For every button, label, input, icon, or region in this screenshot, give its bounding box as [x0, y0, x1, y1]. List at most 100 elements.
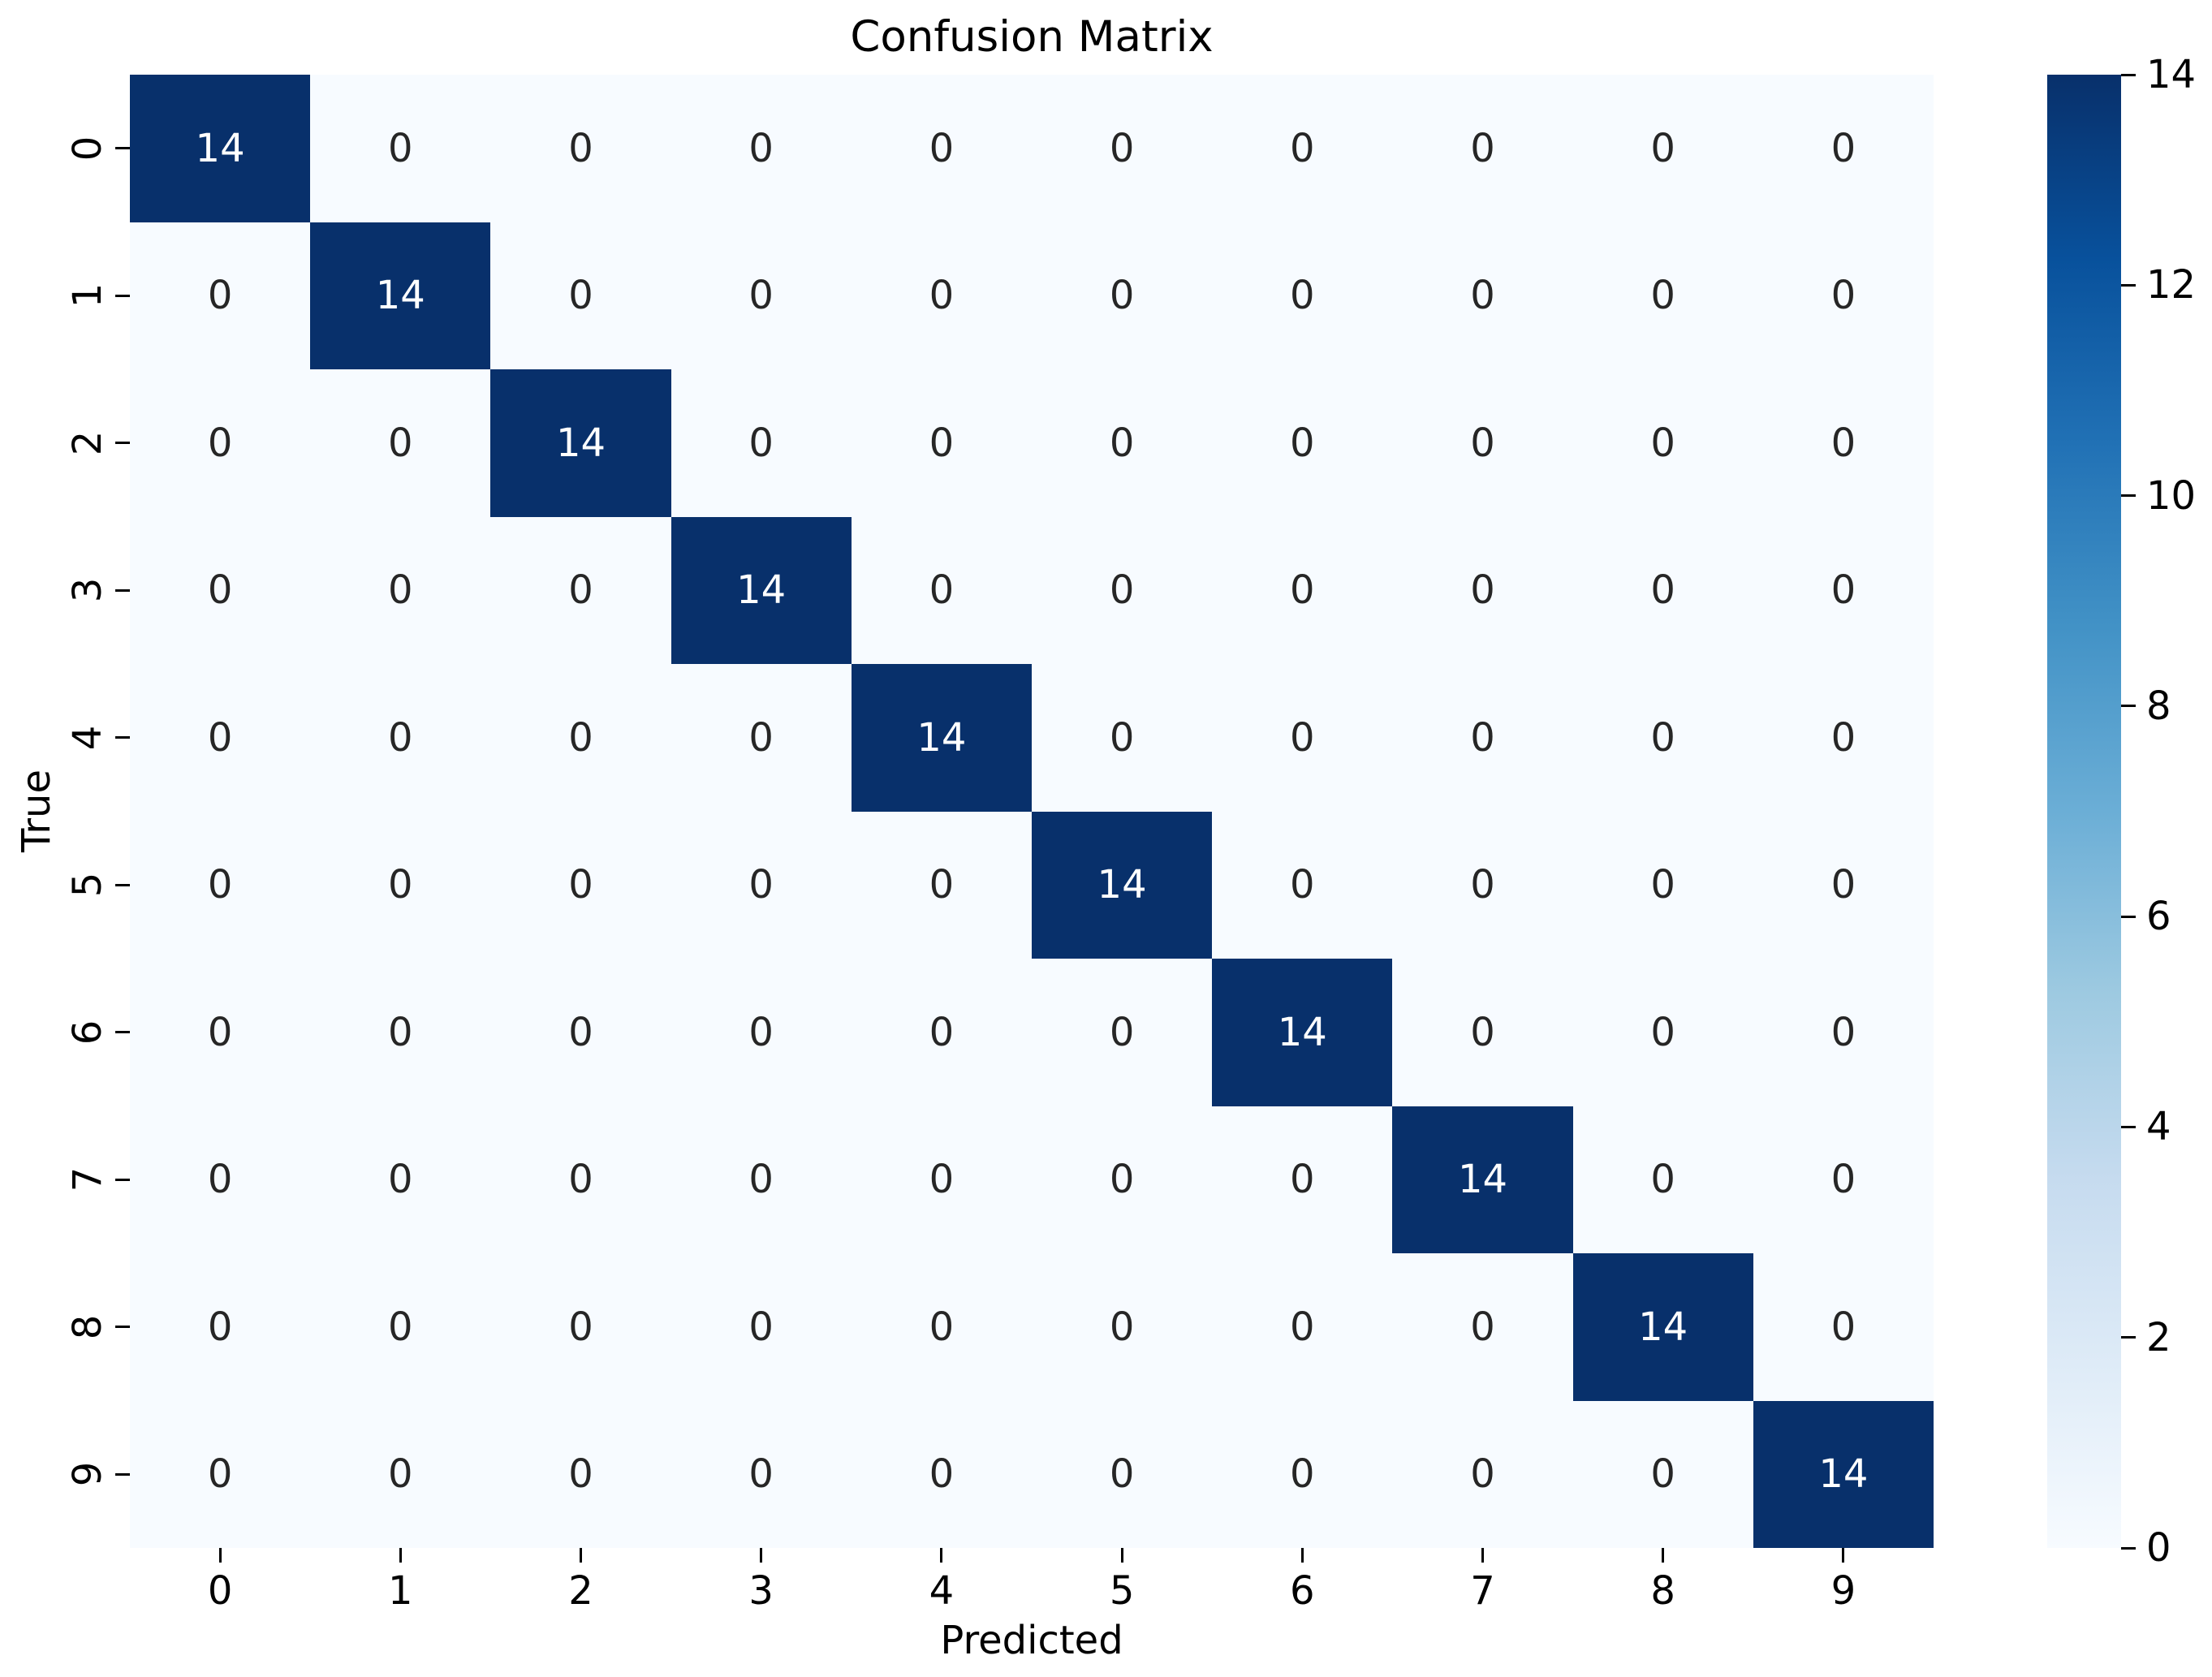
heatmap-cell: 0	[1392, 1253, 1573, 1401]
heatmap-cell: 0	[1753, 75, 1934, 222]
colorbar-tick-mark	[2121, 283, 2136, 287]
heatmap-cell: 0	[1753, 222, 1934, 369]
heatmap-cell: 0	[851, 1253, 1032, 1401]
heatmap-cell: 0	[1032, 75, 1213, 222]
tick-mark	[399, 1548, 402, 1563]
heatmap-cell: 0	[670, 959, 852, 1106]
heatmap-cell: 0	[310, 516, 491, 664]
heatmap-cell: 0	[130, 959, 311, 1106]
x-tick-label: 6	[1290, 1568, 1315, 1614]
heatmap-cell: 0	[1032, 1400, 1213, 1548]
heatmap-cell: 0	[1572, 959, 1753, 1106]
heatmap-cell: 0	[1572, 811, 1753, 959]
heatmap-cell: 0	[670, 369, 852, 517]
heatmap-cell: 14	[130, 75, 311, 222]
colorbar-tick-label: 2	[2146, 1314, 2171, 1360]
colorbar-tick-mark	[2121, 915, 2136, 918]
heatmap-cell: 0	[1212, 1106, 1393, 1253]
chart-title: Confusion Matrix	[850, 12, 1214, 62]
x-tick-label: 9	[1830, 1568, 1856, 1614]
heatmap-cell: 0	[490, 75, 671, 222]
heatmap-cell: 0	[130, 1400, 311, 1548]
y-tick-label: 6	[65, 1020, 110, 1045]
heatmap-cell: 0	[1392, 664, 1573, 812]
tick-mark	[115, 1326, 130, 1329]
heatmap-cell: 0	[851, 811, 1032, 959]
heatmap-cell: 0	[1212, 1400, 1393, 1548]
heatmap-cell: 0	[1753, 1253, 1934, 1401]
heatmap-cell: 0	[1572, 516, 1753, 664]
heatmap-cell: 0	[490, 1253, 671, 1401]
heatmap-cell: 0	[490, 516, 671, 664]
y-tick-label: 4	[65, 725, 110, 751]
heatmap-cell: 14	[1392, 1106, 1573, 1253]
tick-mark	[1481, 1548, 1484, 1563]
colorbar-tick-label: 10	[2146, 472, 2197, 519]
colorbar-tick-mark	[2121, 1336, 2136, 1339]
colorbar-tick-label: 8	[2146, 683, 2171, 729]
heatmap-cell: 0	[851, 959, 1032, 1106]
heatmap-cell: 0	[1392, 75, 1573, 222]
y-tick-label: 7	[65, 1166, 110, 1192]
heatmap-cell: 0	[851, 1106, 1032, 1253]
heatmap-cell: 0	[670, 811, 852, 959]
colorbar-tick-label: 12	[2146, 262, 2197, 308]
heatmap-cell: 0	[1572, 1106, 1753, 1253]
x-tick-label: 5	[1109, 1568, 1135, 1614]
heatmap-cell: 0	[130, 222, 311, 369]
heatmap-cell: 0	[1753, 516, 1934, 664]
heatmap-cell: 0	[1753, 811, 1934, 959]
tick-mark	[940, 1548, 943, 1563]
colorbar-tick-label: 4	[2146, 1104, 2171, 1150]
heatmap-cell: 14	[310, 222, 491, 369]
heatmap-cell: 0	[490, 1400, 671, 1548]
colorbar-tick-mark	[2121, 494, 2136, 498]
heatmap-cell: 0	[1032, 1106, 1213, 1253]
tick-mark	[115, 1178, 130, 1181]
heatmap-cell: 0	[310, 369, 491, 517]
heatmap-cell: 14	[1212, 959, 1393, 1106]
tick-mark	[115, 736, 130, 739]
heatmap-cell: 0	[670, 75, 852, 222]
heatmap-plot-area: 14 0 0 0 0 0 0 0 0 0 0 14 0 0 0 0 0 0 0 0 0 0 14 0 0 0 0 0 0 0 0 0 0 14 0 0…	[130, 75, 1934, 1548]
heatmap-cell: 14	[1032, 811, 1213, 959]
x-tick-label: 1	[388, 1568, 413, 1614]
heatmap-cell: 0	[130, 369, 311, 517]
heatmap-cell: 14	[1572, 1253, 1753, 1401]
tick-mark	[115, 147, 130, 150]
colorbar-tick-label: 0	[2146, 1525, 2171, 1571]
heatmap-cell: 0	[1212, 369, 1393, 517]
heatmap-cell: 0	[851, 516, 1032, 664]
heatmap-cell: 0	[851, 75, 1032, 222]
heatmap-cell: 0	[670, 1106, 852, 1253]
x-axis-label: Predicted	[940, 1618, 1123, 1663]
heatmap-cell: 0	[1753, 1106, 1934, 1253]
colorbar-tick-mark	[2121, 705, 2136, 708]
heatmap-cell: 0	[1572, 75, 1753, 222]
heatmap-cell: 0	[1212, 664, 1393, 812]
tick-mark	[218, 1548, 222, 1563]
heatmap-cell: 0	[310, 75, 491, 222]
x-tick-label: 7	[1470, 1568, 1495, 1614]
heatmap-cell: 0	[310, 811, 491, 959]
x-tick-label: 4	[929, 1568, 955, 1614]
heatmap-cell: 0	[1392, 222, 1573, 369]
heatmap-cell: 0	[490, 1106, 671, 1253]
colorbar-tick-mark	[2121, 1546, 2136, 1550]
heatmap-cell: 0	[1212, 516, 1393, 664]
heatmap-cell: 0	[130, 516, 311, 664]
heatmap-cell: 14	[670, 516, 852, 664]
tick-mark	[1120, 1548, 1123, 1563]
heatmap-cell: 14	[851, 664, 1032, 812]
heatmap-cell: 0	[1572, 1400, 1753, 1548]
tick-mark	[115, 588, 130, 592]
heatmap-cell: 0	[490, 811, 671, 959]
heatmap-cell: 0	[130, 811, 311, 959]
heatmap-cell: 0	[851, 222, 1032, 369]
tick-mark	[115, 1031, 130, 1034]
y-tick-label: 5	[65, 872, 110, 898]
heatmap-cell: 0	[1392, 811, 1573, 959]
tick-mark	[115, 883, 130, 886]
heatmap-cell: 0	[130, 1106, 311, 1253]
heatmap-cell: 14	[1753, 1400, 1934, 1548]
